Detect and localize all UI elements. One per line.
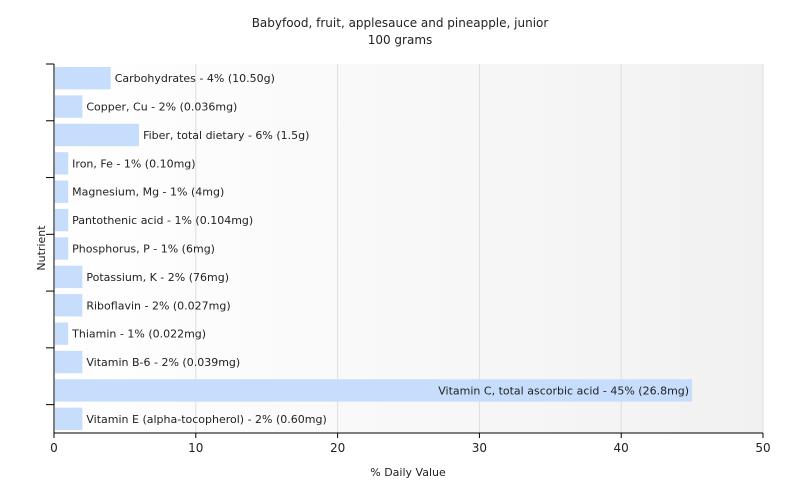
bar [55,180,69,203]
bar-label: Fiber, total dietary - 6% (1.5g) [143,129,309,142]
bar [55,95,83,118]
bar [55,123,140,147]
bar-label: Riboflavin - 2% (0.027mg) [86,299,230,312]
bar-label: Copper, Cu - 2% (0.036mg) [86,101,237,114]
bar [55,350,83,374]
grid-lines [195,64,764,433]
bar [55,237,69,260]
plot-area [54,64,763,433]
bar-label: Magnesium, Mg - 1% (4mg) [72,186,224,199]
x-tick-label: 50 [755,441,770,455]
bar [55,322,69,345]
bar [55,208,69,232]
bar [55,67,111,90]
chart-subtitle: 100 grams [368,33,433,47]
bar-label: Vitamin C, total ascorbic acid - 45% (26… [438,384,689,397]
bar [55,294,83,317]
bar [55,265,83,289]
bar-label: Carbohydrates - 4% (10.50g) [115,72,275,85]
bar [55,152,69,175]
bars: Carbohydrates - 4% (10.50g) Copper, Cu - … [55,67,693,430]
bar-label: Phosphorus, P - 1% (6mg) [72,243,215,256]
bar-label: Potassium, K - 2% (76mg) [86,271,229,284]
bar-label: Vitamin B-6 - 2% (0.039mg) [86,356,240,369]
y-axis-title: Nutrient [35,225,48,271]
bar [55,379,693,402]
x-tick-label: 20 [330,441,345,455]
x-tick-label: 40 [614,441,629,455]
bar-label: Vitamin E (alpha-tocopherol) - 2% (0.60m… [86,413,326,426]
x-tick-label: 10 [188,441,203,455]
bar [55,407,83,430]
bar-label: Pantothenic acid - 1% (0.104mg) [72,214,253,227]
x-tick-label: 0 [50,441,58,455]
x-tick-label: 30 [472,441,487,455]
bar-label: Iron, Fe - 1% (0.10mg) [72,157,195,170]
bar-label: Thiamin - 1% (0.022mg) [71,328,206,341]
axes: 0 10 20 30 40 50 [46,63,771,455]
chart-title: Babyfood, fruit, applesauce and pineappl… [252,16,549,30]
x-axis-title: % Daily Value [370,466,446,479]
